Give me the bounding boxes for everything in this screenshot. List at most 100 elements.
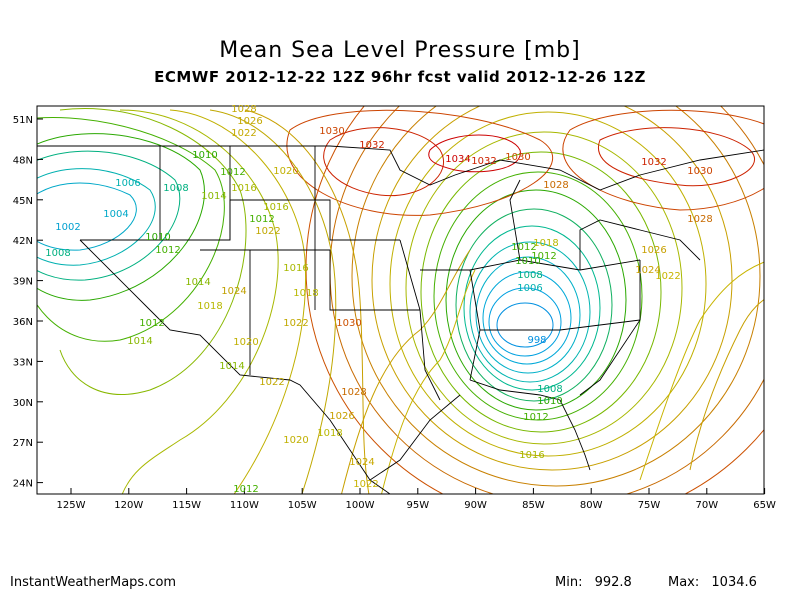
lon-label: 80W [580,500,603,511]
western-isobars [37,108,370,494]
lat-label: 24N [13,479,33,490]
lat-label: 48N [13,155,33,166]
isobar-value-label: 1032 [641,157,666,168]
map-frame [36,105,765,495]
isobar-value-label: 1030 [505,152,530,163]
isobar-value-label: 1022 [255,226,280,237]
isobar-value-label: 1004 [103,209,128,220]
isobar-value-label: 1014 [201,191,226,202]
max-value: 1034.6 [711,575,757,590]
isobar-value-label: 1018 [317,428,342,439]
lon-label: 110W [230,500,259,511]
isobar-value-label: 1016 [231,183,256,194]
isobar-value-label: 1024 [221,286,246,297]
site-credit: InstantWeatherMaps.com [10,575,177,590]
isobar-value-label: 1022 [655,271,680,282]
lon-label: 75W [638,500,661,511]
lat-label: 30N [13,398,33,409]
isobar-value-label: 1012 [233,484,258,495]
low-pressure-isobars [305,106,764,494]
isobar-value-label: 1018 [293,288,318,299]
isobar-value-label: 1026 [329,411,354,422]
isobar-value-label: 1002 [55,222,80,233]
lon-label: 70W [695,500,718,511]
isobar-value-label: 1016 [283,263,308,274]
map-subtitle: ECMWF 2012-12-22 12Z 96hr fcst valid 201… [154,68,646,86]
isobar-value-label: 1006 [517,283,542,294]
lon-label: 120W [114,500,143,511]
isobar-value-label: 1010 [515,256,540,267]
isobar-value-label: 1028 [231,104,256,115]
isobar-value-label: 1030 [336,318,361,329]
isobar-layer [37,106,764,494]
isobar-value-label: 1020 [283,435,308,446]
latitude-axis: 51N 48N 45N 42N 39N 36N 33N 30N 27N 24N [13,115,43,490]
lat-label: 39N [13,277,33,288]
isobar-value-label: 1022 [283,318,308,329]
isobar-value-label: 1008 [537,384,562,395]
lon-label: 85W [522,500,545,511]
lat-label: 36N [13,317,33,328]
isobar-value-label: 1024 [349,457,374,468]
lat-label: 45N [13,196,33,207]
isobar-value-label: 1020 [233,337,258,348]
isobar-value-label: 1018 [533,238,558,249]
max-readout: Max: 1034.6 [668,575,757,590]
isobar-value-label: 998 [527,335,546,346]
isobar-value-label: 1008 [45,248,70,259]
lat-label: 27N [13,438,33,449]
isobar-value-label: 1016 [519,450,544,461]
isobar-value-label: 1014 [185,277,210,288]
isobar-value-label: 1012 [220,167,245,178]
isobar-value-label: 1006 [115,178,140,189]
lon-label: 125W [57,500,86,511]
isobar-value-label: 1018 [197,301,222,312]
isobar-value-label: 1020 [273,166,298,177]
isobar-value-label: 1010 [192,150,217,161]
isobar-value-label: 1030 [687,166,712,177]
lon-label: 115W [172,500,201,511]
high-pressure-isobars [286,109,764,216]
isobar-value-label: 1030 [319,126,344,137]
isobar-value-label: 1032 [471,156,496,167]
isobar-value-label: 1012 [155,245,180,256]
map-title: Mean Sea Level Pressure [mb] [219,38,581,63]
isobar-value-label: 1012 [511,242,536,253]
min-readout: Min: 992.8 [555,575,632,590]
max-label: Max: [668,575,700,590]
isobar-value-label: 1012 [249,214,274,225]
isobar-value-label: 1028 [687,214,712,225]
lon-label: 90W [464,500,487,511]
isobar-value-label: 1016 [263,202,288,213]
isobar-value-label: 1034 [445,154,470,165]
isobar-value-label: 1012 [139,318,164,329]
longitude-axis: 125W 120W 115W 110W 105W 100W 95W 90W 85W 80W 75W 7… [57,488,776,511]
isobar-value-label: 1014 [219,361,244,372]
lon-label: 105W [288,500,317,511]
isobar-value-label: 1028 [543,180,568,191]
lon-label: 95W [406,500,429,511]
isobar-value-label: 1022 [353,479,378,490]
isobar-value-label: 1024 [635,265,660,276]
lat-label: 42N [13,236,33,247]
isobar-value-label: 1014 [127,336,152,347]
isobar-value-label: 1012 [531,251,556,262]
political-borders [37,145,764,494]
lon-label: 100W [346,500,375,511]
min-label: Min: [555,575,583,590]
isobar-value-label: 1010 [145,232,170,243]
isobar-value-label: 1012 [523,412,548,423]
isobar-value-label: 1022 [259,377,284,388]
isobar-value-label: 1008 [517,270,542,281]
isobar-value-label: 1028 [341,387,366,398]
lat-label: 51N [13,115,33,126]
gulf-isobars [341,249,764,494]
isobar-value-label: 1026 [641,245,666,256]
isobar-value-label: 1010 [537,396,562,407]
isobar-value-label: 1008 [163,183,188,194]
min-value: 992.8 [594,575,632,590]
isobar-value-label: 1032 [359,140,384,151]
isobar-value-label: 1026 [237,116,262,127]
